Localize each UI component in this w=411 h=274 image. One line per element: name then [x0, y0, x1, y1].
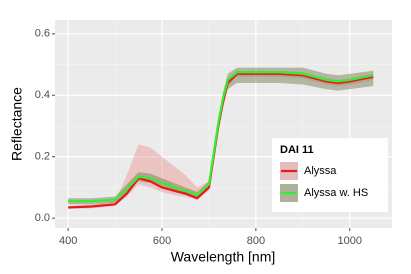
legend-label: Alyssa w. HS	[304, 187, 368, 199]
y-tick-label: 0.2	[35, 151, 50, 163]
y-axis-title: Reflectance	[9, 87, 25, 161]
legend-title: DAI 11	[280, 144, 314, 156]
x-tick-label: 800	[247, 235, 265, 247]
line	[68, 71, 374, 203]
ribbon	[68, 70, 374, 209]
y-tick-label: 0.4	[35, 89, 50, 101]
y-tick-label: 0.0	[35, 212, 50, 224]
x-tick-label: 600	[153, 235, 171, 247]
x-tick-label: 1000	[338, 235, 362, 247]
legend-label: Alyssa	[304, 165, 337, 177]
x-tick-label: 400	[59, 235, 77, 247]
x-axis-title: Wavelength [nm]	[171, 249, 276, 265]
y-tick-label: 0.6	[35, 28, 50, 40]
